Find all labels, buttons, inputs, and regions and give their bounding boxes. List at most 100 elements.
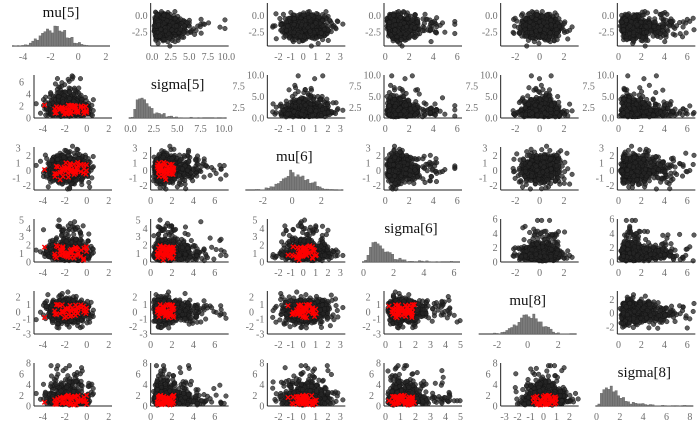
histogram-bar: [55, 26, 59, 47]
sample-point: [172, 16, 178, 22]
x-tick-label: 0.0: [124, 124, 136, 135]
sample-point: [161, 37, 167, 43]
sample-point: [512, 15, 518, 21]
histogram-bar: [63, 30, 67, 47]
sample-point: [562, 19, 568, 25]
sample-point: [522, 22, 528, 28]
scatter-panel-sigma[5]-vs-mu[5]: 0.0 2.5 5.0 7.5 10.0-2.50.0: [132, 3, 235, 63]
histogram-bar: [157, 113, 161, 119]
sample-point: [420, 16, 426, 22]
histogram-bar: [175, 116, 178, 119]
sample-point: [401, 20, 407, 26]
histogram-bar: [138, 98, 142, 119]
x-tick-label: 6: [455, 52, 460, 63]
x-tick-label: -2: [511, 52, 519, 63]
sample-point: [315, 40, 321, 46]
sample-point: [277, 16, 283, 22]
histogram-bar: [24, 44, 27, 47]
histogram-bar: [85, 45, 89, 47]
histogram-panel-mu[5]: -4 -2 0 2mu[5]: [12, 5, 110, 63]
sample-point: [335, 106, 341, 112]
sample-point: [643, 37, 649, 43]
histogram-bar: [150, 108, 154, 119]
histogram-bar: [51, 32, 54, 47]
sample-point: [639, 12, 645, 18]
histogram-bar: [172, 117, 176, 119]
sample-point: [283, 33, 289, 39]
sample-point: [295, 89, 301, 95]
sample-point: [412, 25, 418, 31]
sample-point: [636, 33, 642, 39]
y-tick-label: 2: [19, 102, 24, 113]
sample-point: [642, 43, 648, 49]
histogram-bar: [70, 36, 74, 47]
sample-point: [539, 9, 545, 15]
sample-point: [658, 12, 664, 18]
sample-point: [306, 15, 312, 21]
sample-point: [90, 97, 96, 103]
sample-point: [528, 29, 534, 35]
x-tick-label: -1: [287, 52, 295, 63]
sample-point: [319, 18, 325, 24]
sample-point: [54, 76, 60, 82]
sample-point: [206, 20, 212, 26]
x-tick-label: 7.5: [202, 52, 215, 63]
y-tick-label: 4: [26, 90, 31, 101]
sample-point: [308, 43, 314, 49]
x-tick-label: -4: [39, 124, 47, 135]
sample-point: [657, 30, 663, 36]
sample-point: [318, 30, 324, 36]
sample-point: [527, 24, 533, 30]
sample-point: [59, 80, 65, 86]
histogram-bar: [53, 25, 57, 47]
sample-point: [518, 12, 524, 18]
sample-point: [667, 23, 673, 29]
x-tick-label: -2: [61, 124, 69, 135]
histogram-bar: [167, 116, 171, 119]
y-tick-label: -2.5: [598, 28, 614, 39]
sample-point: [48, 91, 54, 97]
sample-point: [332, 111, 338, 117]
sample-point: [627, 23, 633, 29]
sample-point: [273, 36, 279, 42]
sample-point: [322, 26, 328, 32]
sample-point: [295, 73, 301, 79]
sample-point: [674, 23, 680, 29]
sample-point: [397, 15, 403, 21]
sample-point: [412, 12, 418, 18]
sample-point: [40, 97, 46, 103]
sample-point: [172, 39, 178, 45]
sample-point: [690, 15, 696, 21]
y-tick-label: 0.0: [369, 11, 382, 22]
sample-point: [90, 108, 96, 114]
histogram-bar: [75, 43, 79, 47]
sample-point: [548, 18, 554, 24]
sample-point: [391, 12, 397, 18]
sample-point: [554, 31, 560, 37]
x-tick-label: 2: [326, 124, 331, 135]
sample-point: [198, 30, 204, 36]
sample-point: [37, 110, 43, 116]
sample-point: [270, 109, 276, 115]
sample-point: [167, 43, 173, 49]
x-tick-label: 4: [431, 52, 436, 63]
x-tick-label: 1: [313, 124, 318, 135]
sample-point: [634, 22, 640, 28]
histogram-bar: [36, 39, 40, 47]
x-tick-label: 3: [338, 124, 343, 135]
histogram-bar: [153, 113, 156, 119]
histogram-bar: [135, 99, 139, 119]
sample-point: [422, 11, 428, 17]
sample-point: [655, 25, 661, 31]
sample-point: [284, 101, 290, 107]
x-tick-label: 0: [76, 52, 81, 63]
sample-point: [198, 16, 204, 22]
sample-point: [164, 18, 170, 24]
sample-point: [619, 19, 625, 25]
sample-point: [322, 13, 328, 19]
sample-point: [537, 27, 543, 33]
y-tick-label: 0: [26, 114, 31, 125]
sample-point: [65, 76, 71, 82]
x-tick-label: -1: [287, 124, 295, 135]
